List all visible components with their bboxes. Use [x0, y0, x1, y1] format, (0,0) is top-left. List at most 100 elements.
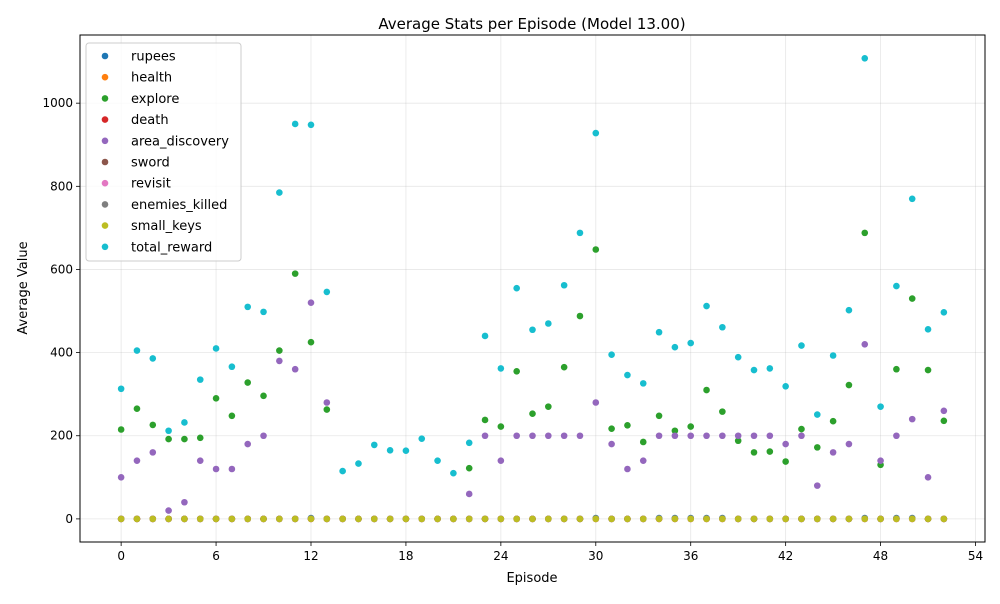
data-point: [513, 284, 520, 292]
data-point: [861, 54, 869, 62]
data-point: [845, 381, 853, 389]
x-tick-label: 18: [398, 549, 413, 563]
data-point: [782, 515, 789, 523]
data-point: [181, 419, 188, 426]
data-point: [940, 515, 948, 523]
y-tick-label: 800: [50, 179, 73, 193]
data-point: [117, 385, 125, 393]
data-point: [228, 363, 236, 371]
data-point: [687, 432, 695, 440]
data-point: [861, 340, 869, 348]
data-point: [655, 412, 663, 420]
data-point: [513, 432, 520, 440]
data-point: [624, 371, 631, 379]
data-point: [291, 270, 299, 277]
data-point: [133, 405, 141, 413]
data-point: [908, 415, 916, 423]
data-point: [766, 515, 774, 523]
data-point: [750, 515, 758, 523]
data-point: [228, 465, 236, 473]
data-point: [513, 368, 520, 375]
data-point: [117, 474, 125, 481]
data-point: [165, 427, 172, 435]
x-tick-label: 6: [212, 549, 220, 563]
data-point: [497, 365, 505, 372]
data-point: [798, 515, 805, 523]
data-point: [766, 432, 774, 440]
legend: rupees health explore death area_discoverysw…: [85, 42, 242, 262]
data-point: [671, 515, 679, 523]
data-point: [260, 515, 267, 523]
data-point: [687, 423, 695, 430]
legend-label: area_discovery: [131, 134, 229, 149]
data-point: [813, 515, 821, 523]
data-point: [260, 308, 267, 316]
data-point: [719, 515, 726, 523]
data-point: [386, 446, 394, 454]
data-point: [750, 366, 758, 374]
legend-marker: [101, 73, 109, 81]
data-point: [734, 515, 742, 523]
data-point: [782, 458, 789, 465]
data-point: [276, 515, 283, 523]
data-point: [465, 490, 473, 498]
legend-marker: [101, 137, 109, 145]
data-point: [465, 515, 473, 523]
data-point: [845, 440, 853, 448]
legend-label: rupees: [131, 50, 176, 65]
data-point: [402, 515, 410, 523]
data-point: [260, 392, 267, 400]
legend-label: total_reward: [131, 240, 212, 255]
data-point: [592, 129, 600, 137]
data-point: [370, 515, 378, 523]
data-point: [877, 403, 884, 410]
data-point: [149, 449, 157, 456]
data-point: [829, 417, 837, 425]
data-point: [639, 515, 647, 523]
legend-marker: [101, 243, 109, 251]
legend-frame: [85, 42, 242, 262]
data-point: [165, 515, 172, 523]
data-point: [655, 432, 663, 440]
data-point: [529, 410, 536, 418]
data-point: [212, 515, 220, 523]
data-point: [165, 435, 172, 443]
data-point: [893, 432, 900, 440]
data-point: [671, 343, 679, 351]
data-point: [655, 328, 663, 336]
data-point: [529, 515, 536, 523]
data-point: [244, 515, 252, 523]
data-point: [908, 195, 916, 203]
data-point: [592, 246, 600, 253]
data-point: [766, 365, 774, 372]
data-point: [639, 438, 647, 446]
x-tick-label: 36: [683, 549, 698, 563]
data-point: [624, 515, 631, 523]
data-point: [212, 345, 220, 352]
data-point: [291, 365, 299, 373]
data-point: [228, 515, 236, 523]
data-point: [734, 353, 742, 361]
data-point: [687, 339, 695, 347]
data-point: [386, 515, 394, 523]
data-point: [402, 447, 410, 455]
legend-marker: [101, 52, 109, 60]
data-point: [813, 482, 821, 489]
data-point: [924, 366, 932, 374]
data-point: [355, 515, 362, 523]
data-point: [291, 120, 299, 128]
data-point: [813, 444, 821, 451]
data-point: [608, 425, 615, 432]
data-point: [861, 515, 869, 523]
data-point: [133, 515, 141, 523]
data-point: [323, 406, 331, 413]
data-point: [260, 432, 267, 440]
y-tick-label: 1000: [42, 96, 73, 110]
data-point: [592, 399, 600, 406]
data-point: [798, 425, 805, 433]
data-point: [181, 515, 188, 523]
data-point: [481, 432, 489, 440]
data-point: [924, 474, 932, 481]
